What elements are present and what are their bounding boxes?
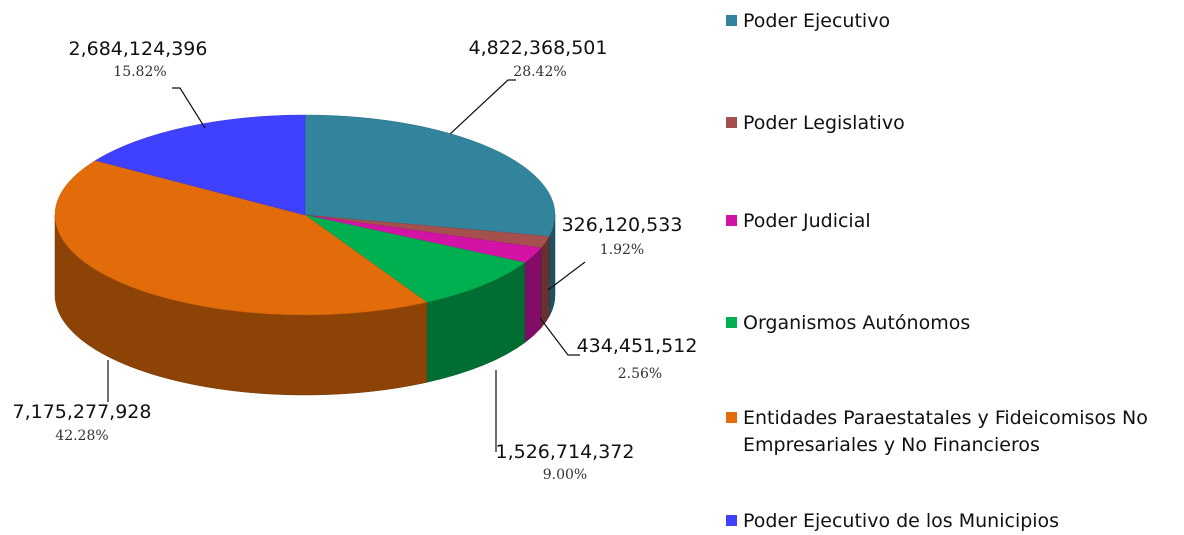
legend-label-2: Poder Judicial — [743, 210, 871, 232]
legend-swatch-0 — [726, 15, 737, 26]
leader-line-2 — [539, 317, 580, 356]
data-label-percent-0: 28.42% — [513, 64, 566, 80]
chart-legend: Poder Ejecutivo Poder Legislativo Poder Ju… — [726, 0, 1184, 535]
legend-swatch-2 — [726, 215, 737, 226]
pie-chart: 4,822,368,501 28.42% 326,120,533 1.92% 434,4… — [12, 37, 697, 483]
data-label-percent-1: 1.92% — [600, 242, 644, 258]
leader-line-1 — [547, 261, 586, 291]
data-label-value-2: 434,451,512 — [577, 335, 698, 357]
pie-slice-3 — [304, 214, 526, 303]
legend-item-2: Poder Judicial — [726, 208, 871, 235]
data-label-percent-4: 42.28% — [55, 428, 108, 444]
pie-slice-4 — [54, 160, 428, 316]
legend-item-4: Entidades Paraestatales y Fideicomisos N… — [726, 405, 1183, 459]
pie-slice-5 — [94, 114, 306, 216]
data-label-percent-2: 2.56% — [618, 366, 662, 382]
legend-label-1: Poder Legislativo — [743, 112, 905, 134]
legend-label-0: Poder Ejecutivo — [743, 10, 891, 32]
pie-side-2 — [524, 247, 542, 344]
legend-label-3: Organismos Autónomos — [743, 312, 971, 334]
data-label-value-1: 326,120,533 — [562, 214, 683, 236]
data-label-value-3: 1,526,714,372 — [495, 441, 634, 463]
data-label-value-0: 4,822,368,501 — [468, 37, 607, 59]
data-label-percent-5: 15.82% — [113, 64, 166, 80]
leader-lines — [107, 79, 586, 452]
legend-item-5: Poder Ejecutivo de los Municipios — [726, 508, 1059, 535]
data-labels: 4,822,368,501 28.42% 326,120,533 1.92% 434,4… — [12, 37, 697, 483]
legend-swatch-3 — [726, 317, 737, 328]
leader-line-0 — [450, 79, 516, 135]
data-label-percent-3: 9.00% — [543, 467, 587, 483]
legend-label-4: Entidades Paraestatales y Fideicomisos N… — [743, 407, 1148, 456]
leader-line-5 — [172, 87, 206, 129]
legend-item-0: Poder Ejecutivo — [726, 8, 890, 35]
legend-swatch-1 — [726, 117, 737, 128]
pie-top-faces — [54, 114, 556, 316]
legend-label-5: Poder Ejecutivo de los Municipios — [743, 510, 1060, 532]
data-label-value-4: 7,175,277,928 — [12, 401, 151, 423]
pie-slice-0 — [304, 114, 556, 237]
legend-item-3: Organismos Autónomos — [726, 310, 970, 337]
legend-swatch-5 — [726, 515, 737, 526]
legend-swatch-4 — [726, 412, 737, 423]
data-label-value-5: 2,684,124,396 — [68, 38, 207, 60]
pie-side-1 — [540, 236, 550, 329]
legend-item-1: Poder Legislativo — [726, 110, 905, 137]
